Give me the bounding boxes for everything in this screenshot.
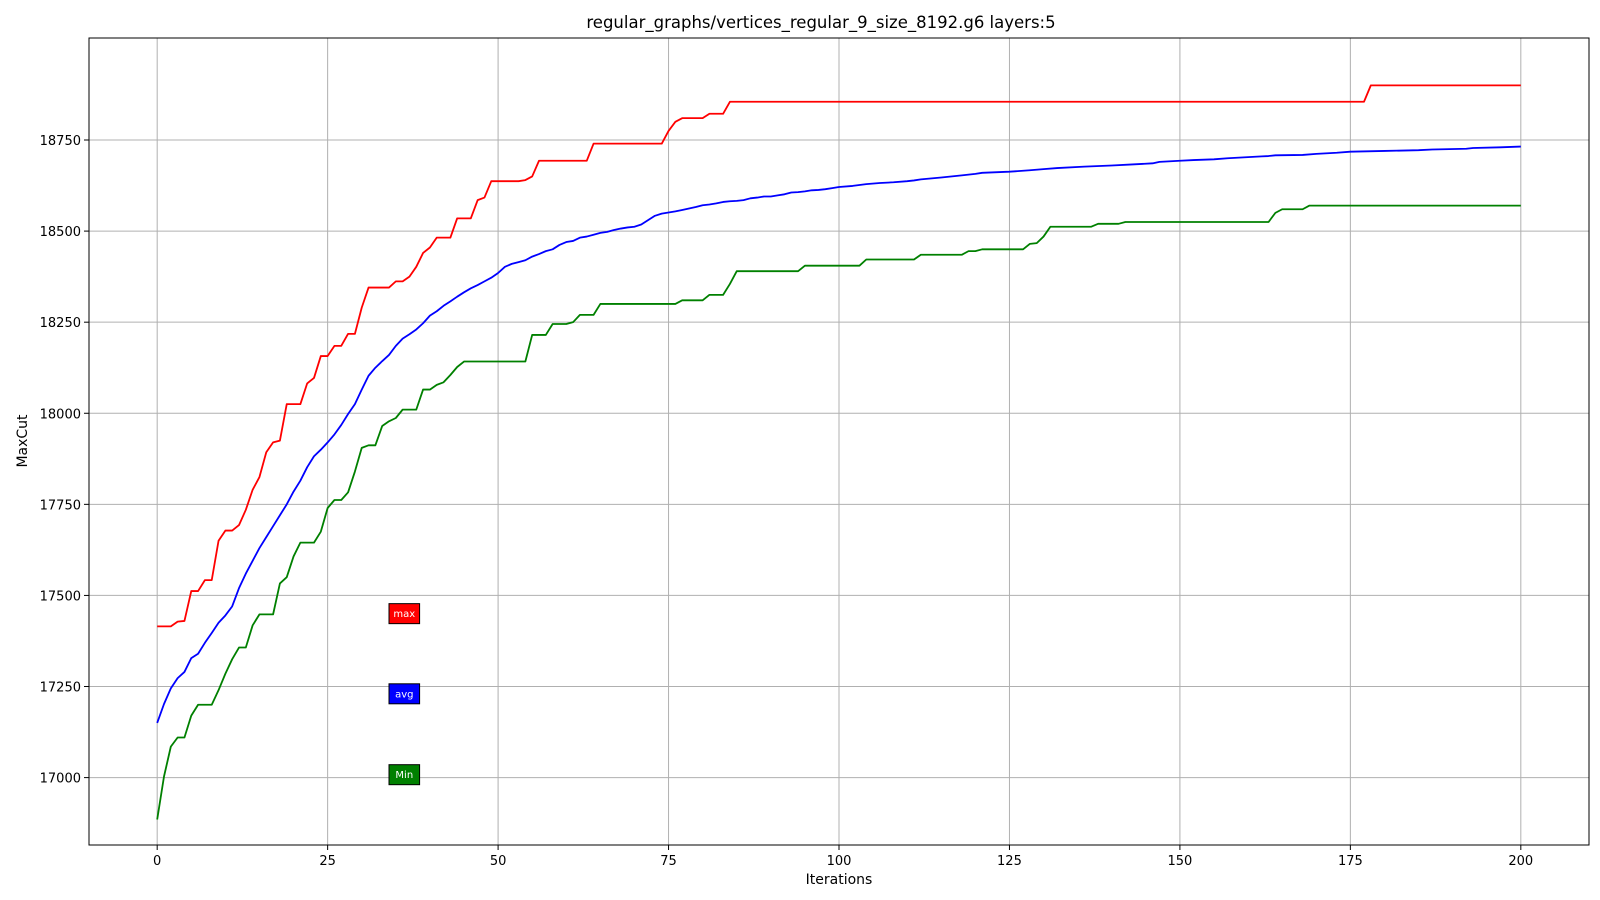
x-axis-label: Iterations (806, 872, 873, 888)
y-axis-ticks: 17000 17250 17500 17750 18000 18250 18500 18750 (40, 134, 89, 787)
y-axis-label: MaxCut (15, 414, 31, 468)
series-line-max (157, 84, 1521, 628)
legend-label: max (393, 609, 415, 620)
y-tick-label: 17500 (40, 589, 81, 604)
legend-label: Min (395, 770, 413, 781)
legend-item-avg: avg (388, 683, 421, 705)
x-tick-label: 125 (997, 854, 1022, 869)
y-tick-label: 18000 (40, 407, 81, 422)
grid (89, 38, 1589, 845)
y-tick-label: 18750 (40, 134, 81, 149)
series-lines (156, 84, 1521, 820)
x-tick-label: 150 (1167, 854, 1192, 869)
legend-swatch (388, 683, 421, 705)
x-tick-label: 25 (319, 854, 336, 869)
x-tick-label: 175 (1338, 854, 1363, 869)
x-tick-label: 100 (827, 854, 852, 869)
series-line-avg (156, 145, 1521, 724)
y-tick-label: 17250 (40, 681, 81, 696)
legend-swatch (388, 603, 421, 625)
chart-title: regular_graphs/vertices_regular_9_size_8… (586, 13, 1055, 33)
x-tick-label: 0 (153, 854, 161, 869)
legend: max avg Min (388, 603, 421, 786)
x-tick-label: 75 (660, 854, 677, 869)
y-tick-label: 18250 (40, 316, 81, 331)
legend-label: avg (395, 689, 413, 700)
y-tick-label: 18500 (40, 225, 81, 240)
x-tick-label: 50 (490, 854, 507, 869)
legend-item-min: Min (388, 764, 421, 786)
x-tick-label: 200 (1508, 854, 1533, 869)
x-axis-ticks: 0 25 50 75 100 125 150 175 200 (153, 845, 1533, 869)
y-tick-label: 17750 (40, 498, 81, 513)
legend-swatch (388, 764, 421, 786)
y-tick-label: 17000 (40, 772, 81, 787)
series-line-min (156, 204, 1521, 820)
legend-item-max: max (388, 603, 421, 625)
